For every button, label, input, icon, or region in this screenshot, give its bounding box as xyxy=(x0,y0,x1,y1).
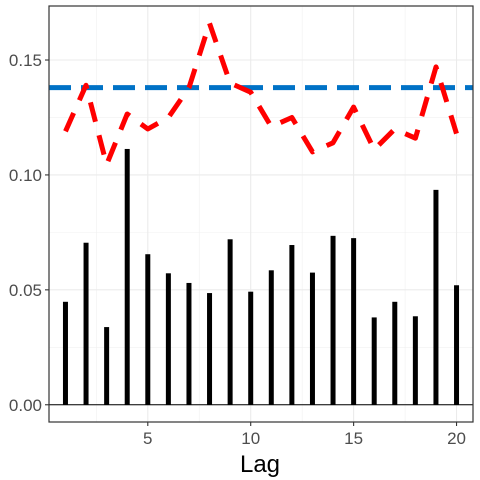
x-axis-title: Lag xyxy=(240,451,280,478)
bar xyxy=(248,291,254,405)
bar xyxy=(62,301,68,405)
bar xyxy=(392,301,398,405)
bar xyxy=(165,273,171,405)
bar xyxy=(207,293,213,405)
bar xyxy=(186,282,192,405)
plot-marks xyxy=(49,20,473,406)
bar xyxy=(227,239,233,405)
bar xyxy=(268,270,274,405)
bar xyxy=(83,242,89,405)
bar xyxy=(309,272,315,405)
y-tick-label: 0.00 xyxy=(9,396,42,415)
bar xyxy=(454,285,460,405)
bar xyxy=(412,316,418,405)
bar xyxy=(371,317,377,405)
bar xyxy=(433,189,439,405)
bar xyxy=(145,254,151,405)
bar xyxy=(124,148,130,405)
x-tick-label: 10 xyxy=(241,429,260,448)
bar xyxy=(330,235,336,405)
bar xyxy=(351,238,357,405)
panel-border xyxy=(48,5,474,423)
x-tick-label: 5 xyxy=(143,429,152,448)
y-tick-label: 0.15 xyxy=(9,51,42,70)
y-tick-label: 0.05 xyxy=(9,281,42,300)
x-tick-label: 15 xyxy=(344,429,363,448)
axes: 0.00 0.05 0.10 0.15 5 10 15 20 xyxy=(9,5,474,448)
x-tick-label: 20 xyxy=(447,429,466,448)
bar xyxy=(104,327,110,405)
y-tick-label: 0.10 xyxy=(9,166,42,185)
line-series xyxy=(63,20,459,168)
bar xyxy=(289,245,295,405)
